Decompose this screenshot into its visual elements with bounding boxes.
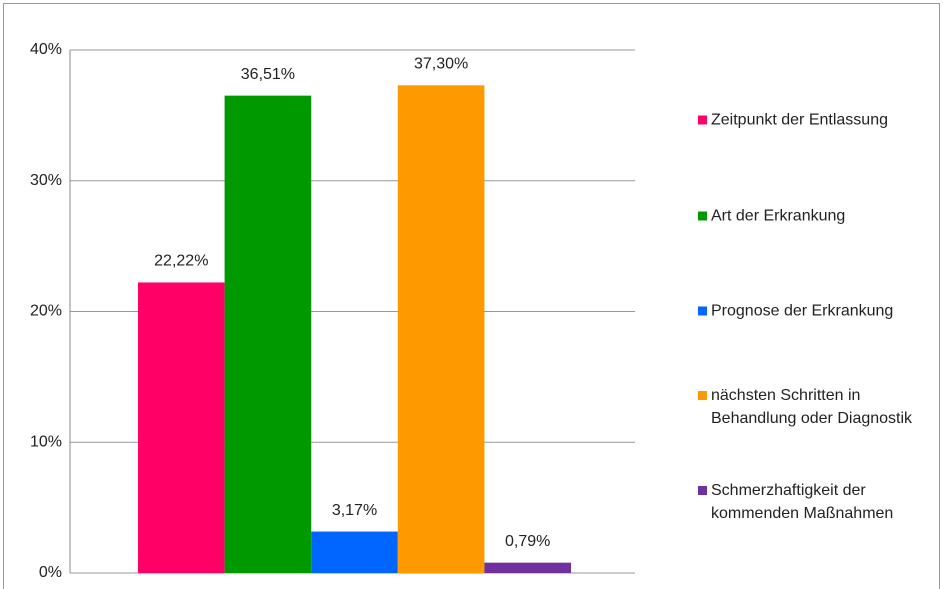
value-label: 36,51% <box>241 66 295 83</box>
legend-item: Art der Erkrankung <box>698 204 923 227</box>
legend-swatch <box>698 486 707 495</box>
bar <box>484 562 571 573</box>
legend-item: Zeitpunkt der Entlassung <box>698 109 923 132</box>
legend-swatch <box>698 306 707 316</box>
legend-swatch <box>698 115 707 125</box>
bar <box>397 85 485 574</box>
bar <box>138 282 225 573</box>
y-tick-label: 30% <box>30 172 62 189</box>
legend-swatch <box>698 211 707 220</box>
value-label: 22,22% <box>154 253 208 270</box>
value-label: 0,79% <box>505 533 550 550</box>
value-label: 3,17% <box>332 502 377 519</box>
legend-label: Art der Erkrankung <box>711 207 846 224</box>
y-tick-label: 10% <box>30 433 62 450</box>
legend-label: nächsten Schritten in Behandlung oder Di… <box>711 386 913 427</box>
y-tick-label: 40% <box>30 41 62 58</box>
bar <box>224 95 312 574</box>
legend-item: Prognose der Erkrankung <box>698 300 923 323</box>
frame <box>3 3 940 589</box>
legend-swatch <box>698 390 707 400</box>
y-tick-label: 20% <box>30 303 62 320</box>
legend-label: Schmerzhaftigkeit der kommenden Maßnahme… <box>711 482 894 522</box>
y-tick-label: 0% <box>39 564 62 581</box>
value-label: 37,30% <box>414 56 468 73</box>
legend-label: Zeitpunkt der Entlassung <box>711 111 888 129</box>
bar <box>311 531 398 573</box>
legend-item: Schmerzhaftigkeit der kommenden Maßnahme… <box>698 479 923 525</box>
legend-item: nächsten Schritten in Behandlung oder Di… <box>698 384 923 430</box>
legend-label: Prognose der Erkrankung <box>711 302 894 320</box>
